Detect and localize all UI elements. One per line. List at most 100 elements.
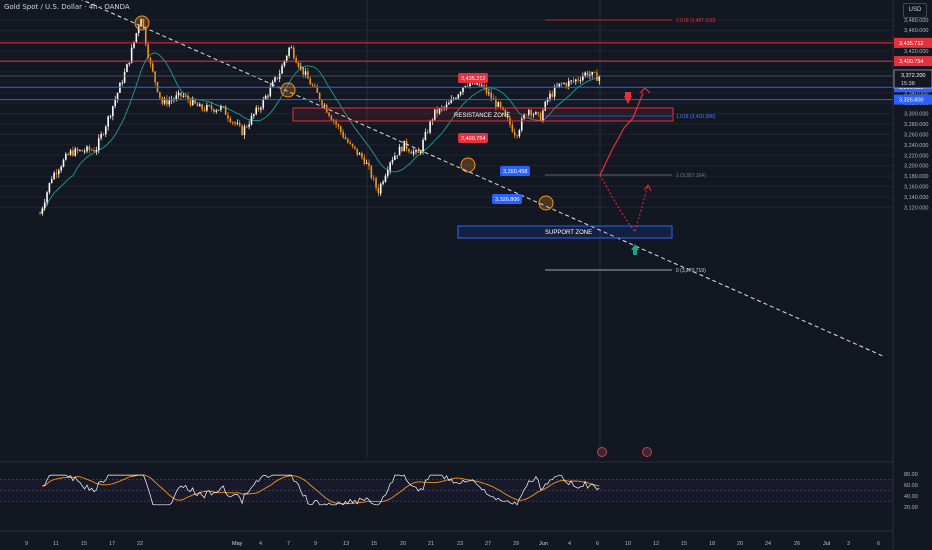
candle-body: [455, 98, 457, 100]
candle-body: [516, 135, 518, 137]
candle-body: [337, 124, 340, 127]
candle-body: [309, 78, 312, 85]
candle-body: [426, 132, 429, 133]
candle-body: [238, 123, 241, 126]
time-tick-label: 22: [137, 541, 143, 547]
projection-bullish-path: [599, 92, 644, 176]
candle-body: [180, 92, 182, 97]
candle-body: [321, 100, 323, 106]
candle-body: [196, 103, 199, 107]
candle-body: [257, 107, 260, 110]
candle-body: [55, 172, 58, 175]
candle-body: [384, 175, 387, 182]
time-tick-label: 9: [314, 541, 317, 547]
candle-body: [267, 95, 269, 97]
candle-body: [114, 99, 116, 107]
candle-body: [523, 114, 525, 119]
candle-body: [436, 109, 438, 114]
price-tick-label: 3,300.000: [904, 112, 928, 118]
price-tick-label: 3,280.000: [904, 122, 928, 128]
candle-body: [511, 124, 514, 132]
price-tick-label: 3,180.000: [904, 174, 928, 180]
candle-body: [575, 79, 577, 82]
moving-average: [39, 52, 600, 214]
time-tick-label: 4: [259, 541, 262, 547]
candle-body: [130, 47, 133, 63]
candle-body: [434, 109, 436, 120]
fib-label-1: 1 (3,357.164): [676, 173, 706, 179]
candle-body: [459, 92, 462, 95]
candle-body: [391, 159, 394, 163]
candle-body: [398, 146, 401, 156]
support-zone-label: SUPPORT ZONE: [545, 230, 592, 236]
candle-body: [231, 122, 234, 123]
candle-body: [417, 150, 420, 153]
candle-body: [152, 63, 154, 72]
candle-body: [58, 170, 60, 175]
candle-body: [159, 91, 161, 98]
candle-body: [431, 119, 434, 122]
candle-body: [424, 132, 427, 140]
candle-body: [504, 109, 507, 115]
fib-label-2618: 2.618 (3,497.030): [676, 18, 716, 24]
up-arrow-stem: [633, 250, 637, 255]
candle-body: [123, 72, 126, 83]
candle-body: [170, 99, 173, 101]
candle-body: [264, 96, 267, 99]
candle-body: [161, 97, 163, 104]
time-tick-label: 10: [625, 541, 631, 547]
candle-body: [513, 131, 516, 136]
candle-body: [563, 83, 565, 85]
candle-body: [495, 98, 497, 107]
candle-body: [546, 98, 549, 102]
candle-body: [593, 71, 596, 73]
candle-body: [375, 178, 377, 188]
price-tick-label: 3,160.000: [904, 185, 928, 191]
rsi-band-fill: [0, 479, 893, 502]
candle-body: [72, 150, 74, 156]
time-tick-label: 17: [109, 541, 115, 547]
price-label-3435-bg: [458, 73, 488, 83]
grid-lines: [0, 0, 893, 458]
candle-body: [168, 100, 171, 105]
current-price-tag-bg: [893, 69, 932, 89]
up-arrow-icon: [631, 244, 639, 250]
axis-tag-3326-bg: [894, 94, 932, 105]
candle-body: [107, 116, 109, 127]
candle-body: [539, 113, 542, 121]
candle-body: [105, 126, 107, 135]
candle-body: [311, 84, 314, 86]
candle-body: [314, 85, 316, 87]
candle-body: [596, 72, 598, 81]
swing-point-circle: [460, 157, 476, 173]
candle-body: [589, 74, 591, 77]
candle-body: [119, 82, 121, 93]
candle-body: [342, 131, 344, 138]
candle-body: [349, 142, 351, 144]
candle-body: [347, 139, 349, 143]
fib-label-0: 0 (3,270.719): [676, 268, 706, 274]
candles: [39, 18, 601, 216]
currency-button[interactable]: USD: [903, 3, 927, 18]
candle-body: [137, 26, 140, 34]
candle-body: [203, 109, 206, 111]
candle-body: [518, 130, 521, 137]
candle-body: [217, 109, 220, 111]
candle-body: [215, 110, 218, 112]
price-tick-label: 3,340.000: [904, 91, 928, 97]
time-tick-label: 26: [794, 541, 800, 547]
candle-body: [335, 121, 337, 125]
time-tick-label: 13: [343, 541, 349, 547]
fib-label-1618: 1.618 (3,410.586): [676, 114, 716, 120]
candle-body: [318, 92, 321, 101]
resistance-zone-box: [292, 107, 674, 122]
chart-title: Gold Spot / U.S. Dollar · 4h · OANDA: [4, 3, 130, 11]
candle-body: [260, 107, 262, 110]
candle-body: [394, 155, 396, 160]
candle-body: [154, 71, 156, 83]
price-tick-label: 3,220.000: [904, 153, 928, 159]
candle-body: [140, 18, 142, 27]
candle-body: [300, 66, 302, 68]
